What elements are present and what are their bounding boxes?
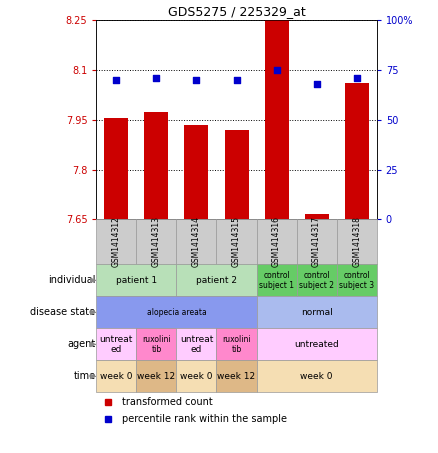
Text: week 0: week 0: [100, 372, 133, 381]
Bar: [257, 296, 377, 328]
Bar: [297, 265, 337, 296]
Text: untreated: untreated: [294, 340, 339, 349]
Text: agent: agent: [67, 339, 95, 349]
Text: normal: normal: [301, 308, 332, 317]
Bar: [177, 219, 216, 265]
Title: GDS5275 / 225329_at: GDS5275 / 225329_at: [168, 5, 305, 18]
Point: [233, 77, 240, 84]
Bar: [177, 265, 257, 296]
Bar: [136, 219, 177, 265]
Text: GSM1414316: GSM1414316: [272, 217, 281, 267]
Bar: [257, 361, 377, 392]
Text: disease state: disease state: [30, 308, 95, 318]
Bar: [96, 296, 257, 328]
Text: ruxolini
tib: ruxolini tib: [222, 335, 251, 354]
Bar: [136, 328, 177, 361]
Bar: [104, 118, 128, 219]
Text: patient 1: patient 1: [116, 276, 157, 285]
Bar: [177, 328, 216, 361]
Bar: [216, 361, 257, 392]
Text: control
subject 1: control subject 1: [259, 271, 294, 290]
Bar: [96, 265, 177, 296]
Bar: [257, 328, 377, 361]
Text: ruxolini
tib: ruxolini tib: [142, 335, 171, 354]
Bar: [96, 219, 136, 265]
Point: [193, 77, 200, 84]
Text: time: time: [74, 371, 95, 381]
Text: alopecia areata: alopecia areata: [147, 308, 206, 317]
Bar: [337, 265, 377, 296]
Bar: [345, 83, 369, 219]
Bar: [304, 214, 328, 219]
Bar: [225, 130, 248, 219]
Text: week 12: week 12: [138, 372, 176, 381]
Text: GSM1414317: GSM1414317: [312, 217, 321, 267]
Text: patient 2: patient 2: [196, 276, 237, 285]
Bar: [96, 328, 136, 361]
Bar: [265, 20, 289, 219]
Text: transformed count: transformed count: [122, 397, 212, 407]
Bar: [145, 111, 169, 219]
Bar: [257, 265, 297, 296]
Point: [353, 74, 360, 82]
Bar: [184, 125, 208, 219]
Point: [313, 81, 320, 88]
Text: GSM1414312: GSM1414312: [112, 217, 121, 267]
Text: GSM1414314: GSM1414314: [192, 217, 201, 267]
Bar: [337, 219, 377, 265]
Bar: [257, 219, 297, 265]
Text: individual: individual: [48, 275, 95, 285]
Text: GSM1414318: GSM1414318: [352, 217, 361, 267]
Point: [273, 67, 280, 74]
Point: [113, 77, 120, 84]
Text: week 0: week 0: [300, 372, 333, 381]
Text: week 12: week 12: [217, 372, 256, 381]
Text: percentile rank within the sample: percentile rank within the sample: [122, 414, 286, 424]
Text: GSM1414313: GSM1414313: [152, 217, 161, 267]
Text: GSM1414315: GSM1414315: [232, 217, 241, 267]
Bar: [216, 219, 257, 265]
Bar: [216, 328, 257, 361]
Point: [153, 74, 160, 82]
Text: untreat
ed: untreat ed: [180, 335, 213, 354]
Bar: [297, 219, 337, 265]
Text: untreat
ed: untreat ed: [100, 335, 133, 354]
Bar: [177, 361, 216, 392]
Bar: [136, 361, 177, 392]
Text: control
subject 3: control subject 3: [339, 271, 374, 290]
Text: control
subject 2: control subject 2: [299, 271, 334, 290]
Bar: [96, 361, 136, 392]
Text: week 0: week 0: [180, 372, 213, 381]
